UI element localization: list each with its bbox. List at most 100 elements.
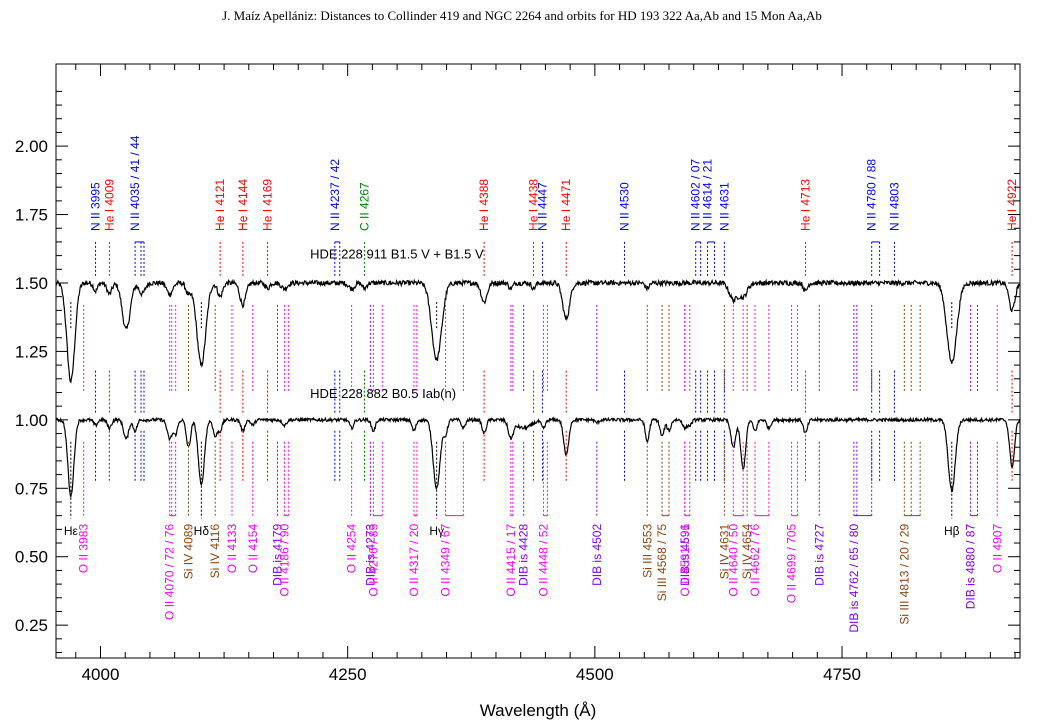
line-id-bottom-8: O II 4154	[246, 304, 260, 574]
line-id-bottom-34: DIB is 4880 / 87	[964, 304, 978, 609]
line-id-bottom-6: Si IV 4116	[208, 304, 222, 579]
line-label-bottom-4: Si IV 4089	[181, 524, 195, 580]
line-id-top-1: N II 3995	[89, 182, 103, 483]
line-id-bottom-17: O II 4415 / 17	[504, 304, 518, 597]
x-tick-label-4: 4750	[823, 665, 861, 684]
line-id-top-16: N II 4631	[717, 182, 731, 483]
plot-area: HDE 228 911 B1.5 V + B1.5 V HDE 228 882 B…	[56, 135, 1020, 633]
line-label-top-14: N II 4602 / 07	[689, 159, 703, 231]
y-tick-label-5: 1.25	[15, 342, 48, 361]
line-label-top-4: He I 4121	[213, 179, 227, 231]
line-label-top-13: N II 4530	[618, 182, 632, 231]
plot-frame	[55, 63, 1021, 659]
line-label-bottom-20: DIB is 4502	[590, 524, 604, 586]
line-label-bottom-23: DIB is 4591	[678, 524, 692, 586]
line-label-bottom-26: O II 4640 / 50	[726, 524, 740, 597]
line-id-bottom-28: O II 4662 / 76	[748, 304, 770, 597]
y-tick-label-3: 0.75	[15, 479, 48, 498]
line-label-top-16: N II 4631	[717, 182, 731, 231]
line-label-bottom-8: O II 4154	[246, 524, 260, 574]
line-label-bottom-1: Hε	[64, 524, 79, 538]
line-label-top-8: C II 4267	[357, 182, 371, 231]
line-label-bottom-29: O II 4699 / 705	[785, 524, 799, 604]
line-id-bottom-9: DIB is 4179	[270, 304, 284, 586]
x-tick-label-3: 4500	[576, 665, 614, 684]
line-id-bottom-25: Si IV 4631	[717, 304, 731, 579]
line-label-top-1: N II 3995	[89, 182, 103, 231]
line-id-top-12: He I 4471	[559, 179, 573, 483]
line-label-top-9: He I 4388	[477, 179, 491, 231]
line-id-top-20: He I 4922	[1005, 179, 1019, 483]
line-id-bottom-10: O II 4186 / 90	[277, 304, 291, 597]
line-label-bottom-30: DIB is 4727	[812, 524, 826, 586]
line-label-bottom-18: DIB is 4428	[517, 524, 531, 586]
line-id-bottom-4: Si IV 4089	[181, 304, 195, 580]
line-label-bottom-2: O II 3983	[77, 524, 91, 574]
spectrum-label-2: HDE 228 882 B0.5 Iab(n)	[310, 386, 456, 401]
line-id-bottom-21: Si III 4553	[640, 304, 654, 578]
y-tick-label-1: 0.25	[15, 616, 48, 635]
line-label-top-19: N II 4803	[887, 182, 901, 231]
line-id-top-2: He I 4009	[102, 179, 116, 483]
line-id-bottom-29: O II 4699 / 705	[785, 304, 799, 604]
line-label-bottom-16: O II 4349 / 67	[439, 524, 453, 597]
plot-inner	[56, 278, 1020, 499]
line-id-bottom-18: DIB is 4428	[517, 304, 531, 586]
line-label-top-2: He I 4009	[102, 179, 116, 231]
line-id-bottom-7: O II 4133	[225, 304, 239, 574]
line-label-bottom-27: Si IV 4654	[740, 524, 754, 580]
line-id-bottom-19: O II 4448 / 52	[536, 304, 550, 597]
y-tick-label-6: 1.50	[15, 274, 48, 293]
line-id-top-10: He I 4438	[527, 179, 541, 483]
line-id-bottom-27: Si IV 4654	[740, 304, 754, 580]
line-label-bottom-7: O II 4133	[225, 524, 239, 574]
line-id-bottom-12: DIB is 4273	[363, 304, 377, 586]
x-axis-title: Wavelength (Å)	[480, 701, 597, 720]
page-title: J. Maíz Apellániz: Distances to Collinde…	[222, 8, 822, 23]
line-id-bottom-22: Si III 4568 / 75	[655, 304, 670, 601]
line-label-top-3: N II 4035 / 41 / 44	[128, 135, 142, 231]
line-label-bottom-9: DIB is 4179	[270, 524, 284, 586]
line-id-top-14: N II 4602 / 07	[689, 159, 703, 483]
line-id-top-17: He I 4713	[798, 179, 812, 483]
line-id-top-15: N II 4614 / 21	[701, 159, 715, 483]
line-id-top-13: N II 4530	[618, 182, 632, 483]
line-id-bottom-26: O II 4640 / 50	[726, 304, 744, 597]
line-label-top-12: He I 4471	[559, 179, 573, 231]
line-id-top-3: N II 4035 / 41 / 44	[128, 135, 145, 483]
line-id-bottom-11: O II 4254	[345, 304, 359, 573]
line-label-top-11: N II 4447	[535, 182, 549, 231]
line-id-top-6: He I 4169	[261, 179, 275, 483]
x-tick-label-2: 4250	[329, 665, 367, 684]
line-label-bottom-14: O II 4317 / 20	[407, 524, 421, 597]
y-tick-label-2: 0.50	[15, 548, 48, 567]
line-label-top-18: N II 4780 / 88	[865, 159, 879, 231]
line-id-bottom-20: DIB is 4502	[590, 304, 604, 586]
line-id-top-7: N II 4237 / 42	[328, 159, 342, 483]
line-label-bottom-32: Si III 4813 / 20 / 29	[897, 524, 911, 625]
line-id-bottom-1: Hε	[64, 302, 79, 538]
y-tick-label-8: 2.00	[15, 137, 48, 156]
line-label-bottom-13: O II 4276 / 85	[366, 524, 380, 597]
line-label-bottom-19: O II 4448 / 52	[536, 524, 550, 597]
line-label-bottom-10: O II 4186 / 90	[277, 524, 291, 597]
line-id-bottom-31: DIB is 4762 / 65 / 80	[847, 304, 873, 633]
axes: 0.25 0.50 0.75 1.00 1.25 1.50 1.75 2.00 4000 4250…	[15, 63, 1021, 684]
line-label-top-6: He I 4169	[261, 179, 275, 231]
line-id-bottom-2: O II 3983	[77, 304, 91, 574]
line-id-top-11: N II 4447	[535, 182, 549, 483]
line-label-top-20: He I 4922	[1005, 179, 1019, 231]
spectrum-line-2	[56, 415, 1020, 499]
line-label-bottom-24: O II 4591 / 96	[678, 524, 692, 597]
line-id-top-8: C II 4267	[357, 182, 371, 483]
line-label-bottom-6: Si IV 4116	[208, 524, 222, 579]
line-id-bottom-15: Hγ	[429, 302, 444, 538]
line-label-top-10: He I 4438	[527, 179, 541, 231]
y-tick-label-7: 1.75	[15, 206, 48, 225]
line-id-top-9: He I 4388	[477, 179, 491, 483]
line-label-top-15: N II 4614 / 21	[701, 159, 715, 231]
line-id-bottom-33: Hβ	[944, 302, 960, 538]
line-label-bottom-15: Hγ	[429, 524, 444, 538]
y-tick-label-4: 1.00	[15, 411, 48, 430]
